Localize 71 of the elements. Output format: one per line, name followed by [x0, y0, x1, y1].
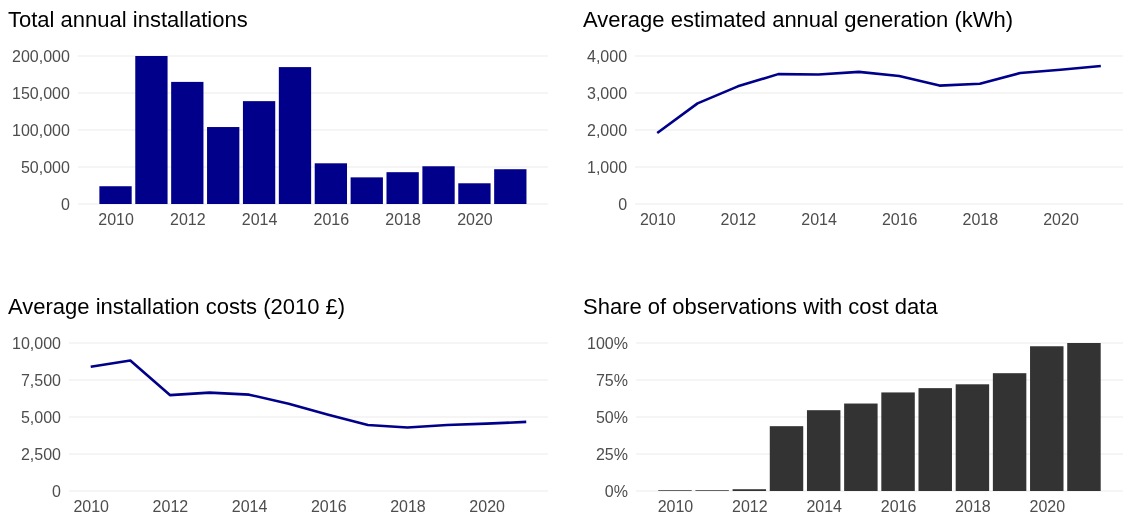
y-tick-label: 0% [604, 482, 628, 500]
y-tick-label: 0 [618, 195, 628, 213]
x-tick-label: 2018 [385, 211, 422, 229]
x-tick-label: 2016 [880, 498, 917, 516]
x-tick-label: 2016 [881, 211, 918, 229]
y-tick-label: 100,000 [12, 121, 70, 139]
bar [494, 169, 527, 204]
y-tick-label: 0 [60, 195, 70, 213]
x-tick-label: 2010 [98, 211, 134, 229]
y-tick-label: 100% [587, 334, 628, 352]
chart-title: Average estimated annual generation (kWh) [583, 7, 1014, 32]
y-tick-label: 50,000 [20, 158, 70, 176]
x-tick-label: 2014 [241, 211, 278, 229]
bar [386, 172, 419, 204]
y-tick-label: 5,000 [20, 408, 62, 426]
y-tick-label: 2,000 [587, 121, 628, 139]
bar [881, 392, 915, 491]
y-tick-label: 25% [595, 445, 628, 463]
x-tick-label: 2020 [457, 211, 493, 229]
bar [1067, 343, 1101, 491]
y-tick-label: 50% [595, 408, 628, 426]
bar [1030, 346, 1064, 491]
bar [769, 426, 804, 491]
chart-title: Average installation costs (2010 £) [8, 294, 346, 319]
y-tick-label: 10,000 [12, 334, 62, 352]
y-tick-label: 3,000 [587, 84, 628, 102]
x-tick-label: 2018 [390, 498, 426, 516]
x-tick-label: 2016 [313, 211, 350, 229]
x-tick-label: 2018 [962, 211, 999, 229]
x-tick-label: 2010 [639, 211, 676, 229]
y-tick-label: 200,000 [12, 47, 70, 65]
x-tick-label: 2012 [720, 211, 757, 229]
bar [207, 127, 240, 204]
x-tick-label: 2016 [310, 498, 347, 516]
chart-title: Total annual installations [8, 7, 248, 32]
x-tick-label: 2014 [231, 498, 268, 516]
x-tick-label: 2010 [657, 498, 694, 516]
line-series [655, 64, 1103, 135]
bar [314, 163, 348, 204]
bar [242, 101, 276, 204]
y-tick-label: 7,500 [20, 371, 62, 389]
bar [806, 410, 841, 491]
x-tick-label: 2010 [73, 498, 110, 516]
y-tick-label: 150,000 [12, 84, 70, 102]
y-tick-label: 2,500 [20, 445, 62, 463]
y-tick-label: 0 [52, 482, 62, 500]
x-tick-label: 2012 [152, 498, 189, 516]
x-tick-label: 2020 [1043, 211, 1079, 229]
line-series [89, 359, 528, 429]
bar [458, 183, 491, 204]
x-tick-label: 2020 [1029, 498, 1066, 516]
bar [99, 186, 132, 204]
chart-title: Share of observations with cost data [583, 294, 939, 319]
bar [844, 403, 878, 491]
bar [422, 166, 455, 204]
x-tick-label: 2018 [955, 498, 991, 516]
x-tick-label: 2014 [801, 211, 837, 229]
x-tick-label: 2020 [469, 498, 506, 516]
bar [278, 67, 312, 204]
bar [171, 81, 204, 204]
y-tick-label: 4,000 [587, 47, 628, 65]
y-tick-label: 1,000 [587, 158, 628, 176]
bar [918, 388, 952, 491]
x-tick-label: 2014 [806, 498, 843, 516]
x-tick-label: 2012 [732, 498, 768, 516]
y-tick-label: 75% [595, 371, 628, 389]
bar [350, 177, 383, 204]
bar [992, 373, 1027, 491]
x-tick-label: 2012 [170, 211, 206, 229]
bar [135, 56, 168, 204]
bar [955, 384, 990, 491]
